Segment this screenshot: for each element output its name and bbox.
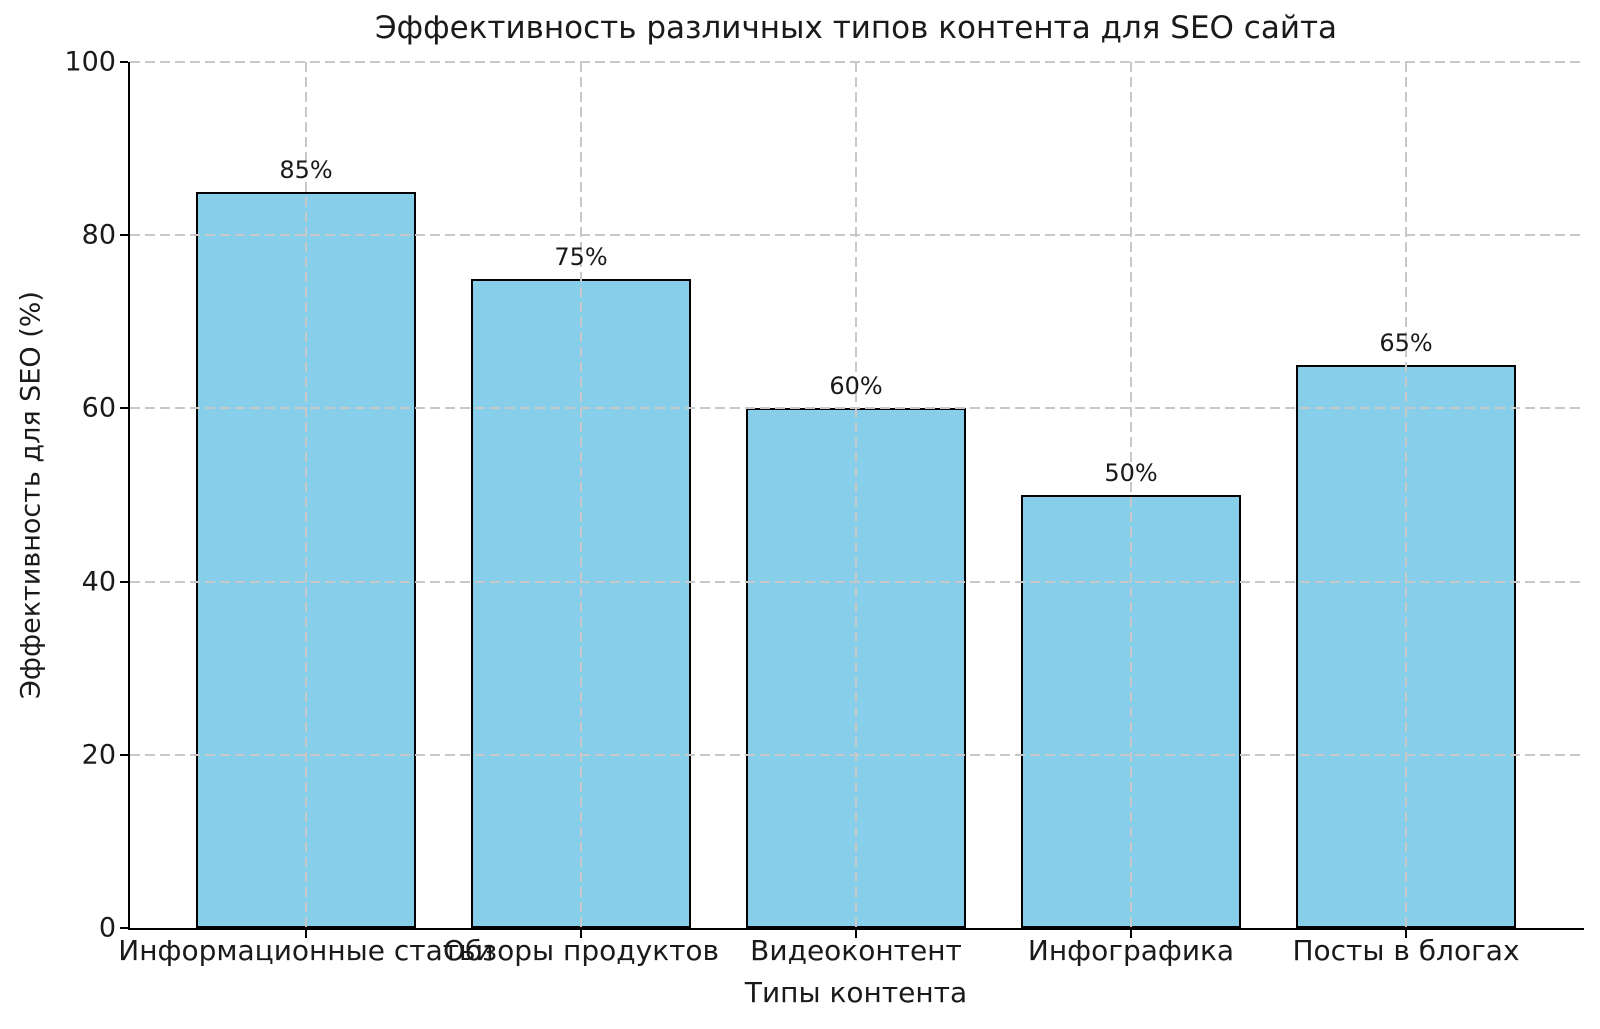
x-tick-mark [1405,930,1407,938]
vertical-gridline [1130,62,1132,928]
x-tick-label: Видеоконтент [750,934,962,967]
y-tick-label: 80 [81,219,116,251]
y-tick-mark [120,927,128,929]
y-tick-label: 0 [98,912,116,944]
chart-title: Эффективность различных типов контента д… [374,10,1338,46]
vertical-gridline [855,62,857,928]
x-tick-mark [855,930,857,938]
bar-value-label: 60% [829,372,883,401]
bar-value-label: 50% [1104,459,1158,487]
x-tick-mark [580,930,582,938]
y-tick-mark [120,61,128,63]
y-tick-label: 60 [81,392,116,424]
y-tick-label: 100 [64,46,116,78]
y-tick-mark [120,580,128,583]
y-tick-mark [120,753,128,756]
x-tick-label: Инфографика [1027,934,1235,967]
y-tick-label: 20 [81,739,116,771]
y-axis-label: Эффективность для SEO (%) [15,291,47,699]
vertical-gridline [580,62,582,928]
y-tick-mark [120,234,128,237]
y-axis-spine [128,62,130,930]
x-tick-mark [1130,930,1132,938]
x-axis-spine [128,928,1584,930]
y-tick-label: 40 [81,566,116,598]
bar-value-label: 85% [279,155,333,184]
vertical-gridline [305,62,307,928]
y-tick-mark [120,407,128,410]
x-tick-label: Обзоры продуктов [442,934,720,967]
vertical-gridline [1405,62,1407,928]
plot-area: 85% 75% 60% 50% 65% [130,61,1582,928]
x-tick-label: Посты в блогах [1292,934,1520,967]
bar-value-label: 65% [1379,329,1433,358]
x-tick-mark [305,930,307,938]
x-axis-label: Типы контента [744,976,968,1009]
bar-value-label: 75% [554,242,608,271]
x-tick-label: Информационные статьи [118,934,494,967]
